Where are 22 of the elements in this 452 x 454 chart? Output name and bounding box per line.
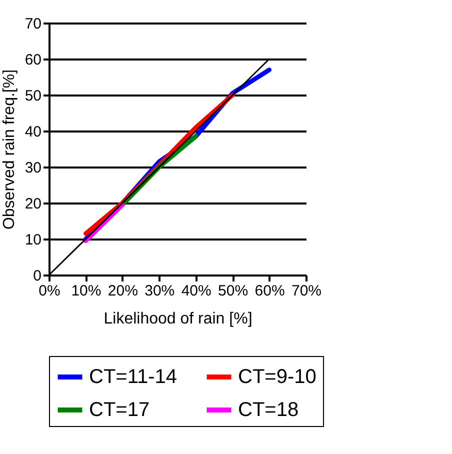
x-tick-label: 70% [291,282,322,300]
y-tick-label: 30 [24,160,42,176]
y-tick-label: 70 [24,16,42,32]
y-tick-label: 50 [24,88,42,104]
x-axis-title: Likelihood of rain [%] [104,310,252,328]
y-tick-label: 40 [24,124,42,140]
x-tick-label: 20% [108,282,138,300]
x-tick-label: 40% [181,282,212,300]
x-tick-label: 0% [38,282,60,300]
x-tick-label: 50% [218,282,248,300]
y-axis-title: Observed rain freq.[%] [0,69,18,230]
y-tick-label: 20 [24,196,42,212]
legend-label: CT=9-10 [238,366,316,388]
legend-label: CT=17 [89,399,150,421]
y-tick-label: 0 [33,268,42,284]
y-tick-label: 60 [24,52,42,68]
x-tick-label: 10% [71,282,102,300]
legend-label: CT=11-14 [89,366,178,388]
y-tick-label: 10 [24,232,42,248]
x-tick-label: 60% [254,282,285,300]
legend-label: CT=18 [238,399,299,421]
x-tick-label: 30% [144,282,175,300]
